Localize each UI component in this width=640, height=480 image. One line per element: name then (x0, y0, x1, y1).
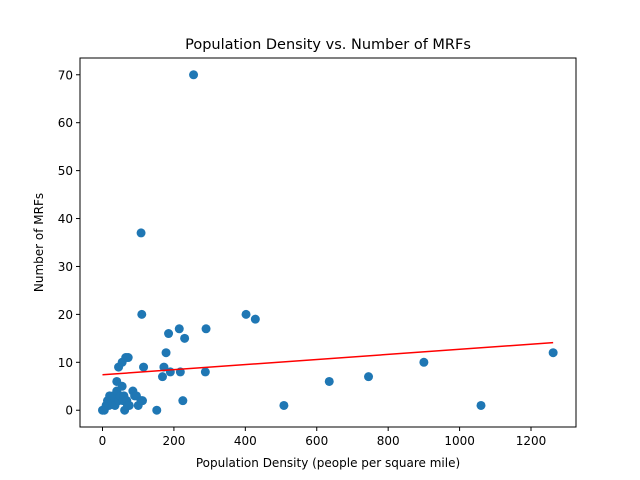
data-point (250, 314, 260, 324)
data-point (178, 396, 188, 406)
data-point (279, 400, 289, 410)
data-point (165, 367, 175, 377)
x-axis-title: Population Density (people per square mi… (196, 456, 460, 470)
data-point (157, 372, 167, 382)
plot-area (98, 70, 558, 415)
data-point (161, 348, 171, 358)
y-tick-label: 50 (58, 164, 73, 178)
data-point (139, 362, 149, 372)
data-point (201, 324, 211, 334)
data-point (137, 309, 147, 319)
data-point (159, 362, 169, 372)
x-axis: 0 200 400 600 800 1000 1200 (99, 427, 547, 448)
y-axis-title: Number of MRFs (32, 193, 46, 292)
y-tick-label: 0 (65, 404, 73, 418)
data-point (124, 400, 134, 410)
data-point (364, 372, 374, 382)
x-tick-label: 200 (162, 434, 185, 448)
data-point (117, 381, 127, 391)
trend-line (102, 341, 554, 376)
x-tick-label: 1000 (444, 434, 475, 448)
data-point (241, 309, 251, 319)
x-tick-label: 400 (234, 434, 257, 448)
data-point (180, 333, 190, 343)
y-tick-label: 40 (58, 212, 73, 226)
data-point (476, 400, 486, 410)
data-point (137, 396, 147, 406)
plot-frame (79, 57, 577, 428)
data-point (419, 357, 429, 367)
x-tick-label: 0 (99, 434, 107, 448)
data-point (200, 367, 210, 377)
data-point (136, 228, 146, 238)
y-tick-label: 70 (58, 68, 73, 82)
x-tick-label: 800 (377, 434, 400, 448)
y-tick-label: 60 (58, 116, 73, 130)
x-tick-label: 600 (305, 434, 328, 448)
data-point (123, 353, 133, 363)
y-axis: 0 10 20 30 40 50 60 70 (58, 68, 80, 418)
data-point (548, 348, 558, 358)
x-tick-label: 1200 (516, 434, 547, 448)
data-point (152, 405, 162, 415)
y-tick-label: 20 (58, 308, 73, 322)
data-point (324, 376, 334, 386)
y-tick-label: 30 (58, 260, 73, 274)
chart-title: Population Density vs. Number of MRFs (185, 37, 471, 53)
y-tick-label: 10 (58, 356, 73, 370)
data-point (164, 329, 174, 339)
data-point (189, 70, 199, 80)
data-point (174, 324, 184, 334)
